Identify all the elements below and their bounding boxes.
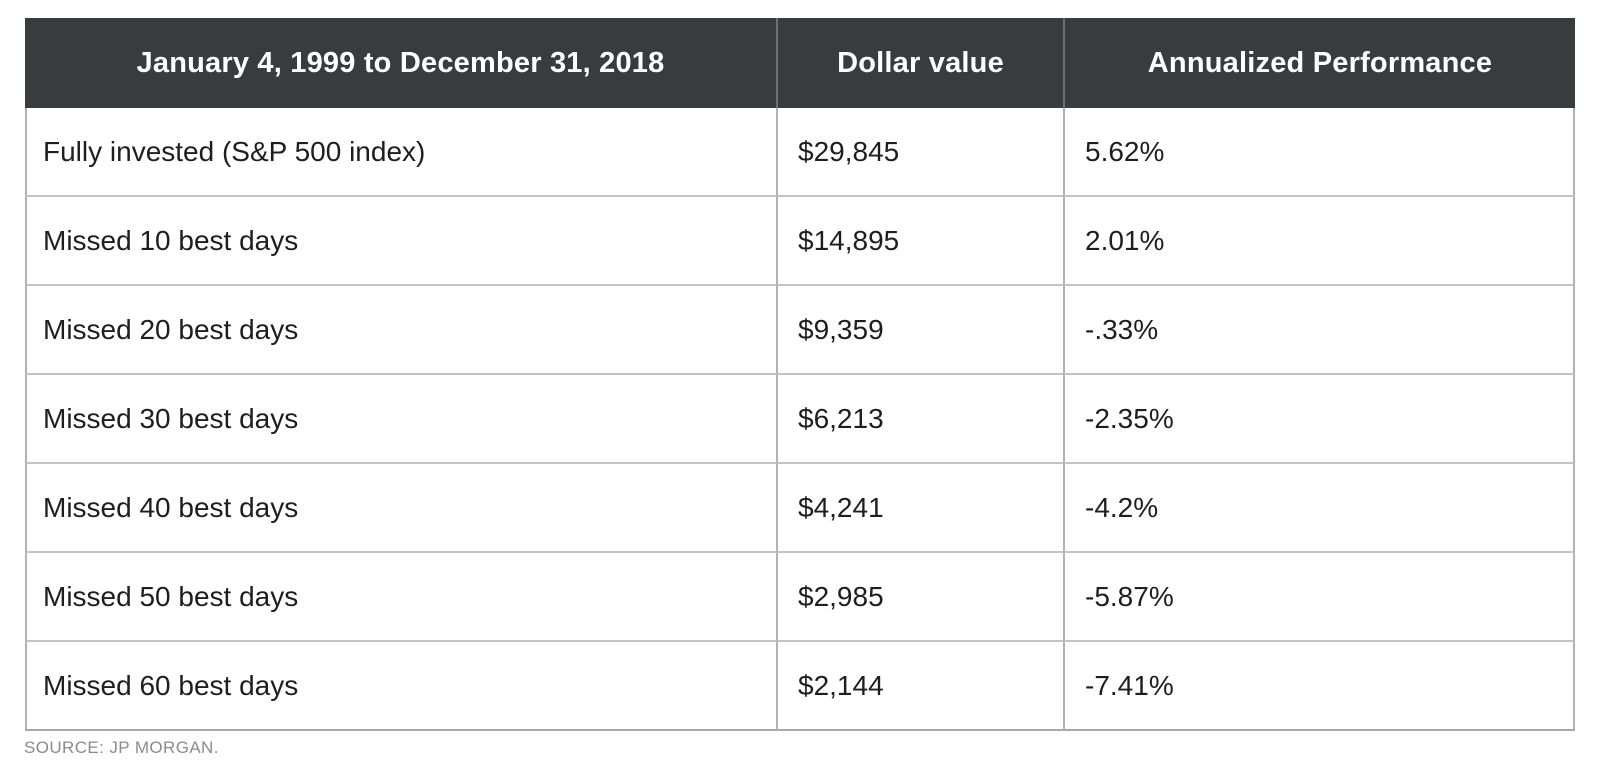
cell-annualized-performance: 2.01% — [1063, 197, 1575, 286]
cell-annualized-performance: -.33% — [1063, 286, 1575, 375]
table-row: Missed 60 best days $2,144 -7.41% — [25, 642, 1575, 731]
table-row: Missed 30 best days $6,213 -2.35% — [25, 375, 1575, 464]
cell-annualized-performance: -5.87% — [1063, 553, 1575, 642]
cell-scenario: Missed 20 best days — [25, 286, 776, 375]
column-header-annualized-performance: Annualized Performance — [1063, 18, 1575, 108]
cell-scenario: Missed 30 best days — [25, 375, 776, 464]
source-note: SOURCE: JP MORGAN. — [24, 738, 219, 757]
column-header-period: January 4, 1999 to December 31, 2018 — [25, 18, 776, 108]
cell-scenario: Fully invested (S&P 500 index) — [25, 108, 776, 197]
cell-dollar-value: $29,845 — [776, 108, 1063, 197]
table-row: Missed 20 best days $9,359 -.33% — [25, 286, 1575, 375]
cell-annualized-performance: -4.2% — [1063, 464, 1575, 553]
investment-performance-panel: January 4, 1999 to December 31, 2018 Dol… — [24, 18, 1575, 758]
cell-dollar-value: $2,144 — [776, 642, 1063, 731]
cell-dollar-value: $2,985 — [776, 553, 1063, 642]
cell-annualized-performance: -7.41% — [1063, 642, 1575, 731]
cell-annualized-performance: 5.62% — [1063, 108, 1575, 197]
column-header-dollar-value: Dollar value — [776, 18, 1063, 108]
table-row: Missed 10 best days $14,895 2.01% — [25, 197, 1575, 286]
table-row: Missed 40 best days $4,241 -4.2% — [25, 464, 1575, 553]
cell-scenario: Missed 50 best days — [25, 553, 776, 642]
table-row: Fully invested (S&P 500 index) $29,845 5.6… — [25, 108, 1575, 197]
table-body: Fully invested (S&P 500 index) $29,845 5.6… — [25, 108, 1575, 731]
cell-dollar-value: $6,213 — [776, 375, 1063, 464]
cell-annualized-performance: -2.35% — [1063, 375, 1575, 464]
table-header-row: January 4, 1999 to December 31, 2018 Dol… — [25, 18, 1575, 108]
cell-dollar-value: $4,241 — [776, 464, 1063, 553]
cell-scenario: Missed 10 best days — [25, 197, 776, 286]
cell-scenario: Missed 60 best days — [25, 642, 776, 731]
table-row: Missed 50 best days $2,985 -5.87% — [25, 553, 1575, 642]
performance-table: January 4, 1999 to December 31, 2018 Dol… — [25, 18, 1575, 731]
cell-dollar-value: $9,359 — [776, 286, 1063, 375]
cell-scenario: Missed 40 best days — [25, 464, 776, 553]
cell-dollar-value: $14,895 — [776, 197, 1063, 286]
